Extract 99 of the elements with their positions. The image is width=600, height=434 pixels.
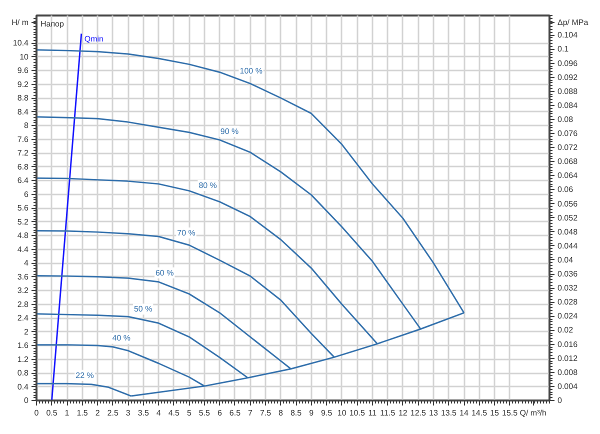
y2-tick-label: 0.036 (558, 270, 578, 279)
y-tick-label: 6 (24, 190, 30, 199)
y2-tick-label: 0 (558, 396, 562, 405)
x-tick-label: 7 (248, 408, 254, 418)
series-label: 70 % (177, 228, 196, 238)
x-tick-label: 4.5 (168, 408, 180, 418)
y2-tick-label: 0.016 (558, 340, 578, 349)
y-tick-label: 9.6 (17, 66, 30, 75)
y-tick-label: 5.6 (17, 204, 30, 212)
x-tick-label: 8.5 (290, 408, 302, 418)
y-tick-label: 8.4 (17, 107, 30, 116)
text: Напор (40, 20, 65, 28)
x-tick-label: 15 (490, 408, 500, 418)
y-tick-label: 3.2 (17, 286, 30, 295)
y2-tick-label: 0.044 (558, 241, 578, 250)
y-tick-label: 2 (24, 327, 30, 336)
y-tick-label: 0.8 (17, 368, 30, 378)
y-tick-label: 3.6 (17, 272, 30, 282)
y-tick-label: 1.2 (17, 354, 30, 364)
x-tick-label: 3.5 (138, 408, 150, 418)
y2-tick-label: 0.024 (558, 312, 578, 321)
y2-tick-label: 0.06 (558, 185, 574, 194)
y-tick-label: 10 (20, 52, 30, 62)
y2-axis-title: Δp/ MPa (558, 18, 589, 27)
x-tick-label: 0.5 (46, 408, 58, 418)
x-tick-label: 5.5 (198, 408, 211, 418)
series-label: 100 % (240, 66, 262, 76)
x-tick-label: 3 (126, 408, 131, 418)
y2-tick-label: 0.084 (558, 100, 578, 110)
y2-tick-label: 0.092 (558, 72, 578, 82)
x-tick-label: 6.5 (229, 408, 242, 418)
x-axis-title: Q/ m³/h (520, 408, 546, 418)
y-tick-label: 9.2 (17, 80, 30, 89)
x-tick-label: 12.5 (410, 408, 427, 418)
x-tick-label: 5 (186, 408, 192, 418)
x-tick-label: 4 (156, 408, 162, 418)
y-tick-label: 4.8 (17, 231, 30, 240)
x-tick-label: 13 (429, 408, 438, 418)
x-tick-label: 13.5 (440, 408, 458, 418)
y-tick-label: 5.2 (17, 217, 30, 226)
y2-tick-label: 0.048 (558, 227, 578, 236)
series-label: 90 % (220, 126, 239, 136)
series-label: 80 % (198, 180, 217, 190)
y-tick-label: 8 (24, 121, 30, 130)
y2-tick-label: 0.088 (558, 86, 578, 96)
series-label: 40 % (112, 334, 131, 343)
y-tick-label: 2.8 (17, 300, 30, 309)
y-tick-label: 4.4 (17, 244, 30, 254)
series-label: 22 % (76, 370, 94, 380)
y-tick-label: 4 (24, 258, 30, 268)
x-tick-label: 9 (309, 408, 314, 418)
y2-tick-label: 0.02 (558, 326, 574, 335)
y2-tick-label: 0.052 (558, 213, 578, 222)
y2-tick-label: 0.04 (558, 255, 574, 264)
x-tick-label: 6 (217, 408, 222, 418)
x-tick-label: 7.5 (260, 408, 272, 418)
y-tick-label: 6.4 (17, 176, 30, 185)
series-label: 50 % (134, 304, 152, 314)
x-tick-label: 1.5 (76, 408, 88, 418)
series-label: 60 % (155, 268, 174, 278)
y2-tick-label: 0.008 (558, 368, 578, 377)
y-tick-label: 2.4 (17, 314, 30, 322)
x-tick-label: 14 (460, 408, 469, 418)
x-tick-label: 12 (398, 408, 408, 418)
y2-tick-label: 0.08 (558, 114, 574, 124)
x-tick-label: 2.5 (107, 408, 119, 418)
y2-tick-label: 0.096 (558, 58, 578, 68)
x-tick-label: 10 (337, 408, 347, 418)
x-tick-label: 1 (64, 408, 70, 418)
y2-tick-label: 0.104 (558, 30, 578, 40)
x-tick-label: 9.5 (321, 408, 333, 418)
x-tick-label: 11 (368, 408, 378, 418)
x-tick-label: 11.5 (380, 408, 396, 418)
x-tick-label: 0 (34, 408, 40, 418)
y2-tick-label: 0.068 (558, 157, 578, 166)
x-tick-label: 14.5 (471, 408, 488, 418)
y2-tick-label: 0.004 (558, 382, 578, 391)
x-tick-label: 8 (278, 408, 284, 418)
y-tick-label: 0 (24, 396, 30, 405)
y-tick-label: 0.4 (17, 382, 30, 392)
y2-tick-label: 0.028 (558, 298, 578, 307)
x-tick-label: 2 (95, 408, 100, 418)
x-tick-label: 10.5 (349, 408, 366, 418)
series-label: Qmin (84, 34, 104, 44)
x-tick-label: 15.5 (502, 408, 518, 418)
y2-tick-label: 0.072 (558, 143, 578, 152)
y2-tick-label: 0.012 (558, 354, 578, 363)
y-tick-label: 8.8 (17, 94, 30, 102)
y2-tick-label: 0.1 (558, 44, 570, 54)
y-axis-title: H/ m (12, 18, 29, 27)
y-tick-label: 7.6 (17, 134, 30, 144)
y-tick-label: 1.6 (17, 341, 30, 350)
y-tick-label: 10.4 (12, 38, 30, 48)
y-tick-label: 7.2 (17, 148, 30, 158)
y-tick-label: 6.8 (17, 162, 30, 172)
y2-tick-label: 0.056 (558, 199, 578, 208)
y2-tick-label: 0.064 (558, 171, 578, 180)
y2-tick-label: 0.032 (558, 284, 578, 293)
y2-tick-label: 0.076 (558, 129, 578, 138)
